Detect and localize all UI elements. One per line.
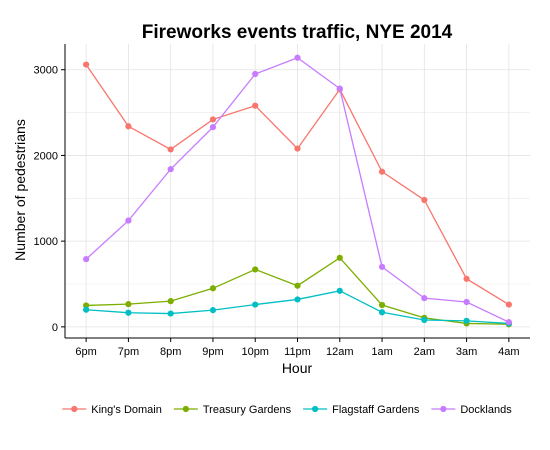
data-point-treasury-gardens [294,283,300,289]
data-point-flagstaff-gardens [168,310,174,316]
data-point-treasury-gardens [379,302,385,308]
legend-label: King's Domain [91,404,162,416]
data-point-docklands [125,217,131,223]
data-point-docklands [168,166,174,172]
x-tick-label: 11pm [284,346,311,358]
data-point-docklands [83,256,89,262]
legend-item-king-s-domain: King's Domain [62,404,162,416]
data-point-flagstaff-gardens [379,309,385,315]
y-axis-label: Number of pedestrians [12,119,28,261]
data-point-docklands [421,295,427,301]
data-point-flagstaff-gardens [252,301,258,307]
legend-key-marker [183,406,189,412]
data-point-king-s-domain [125,123,131,129]
data-point-king-s-domain [83,61,89,67]
data-point-king-s-domain [210,116,216,122]
data-point-king-s-domain [421,197,427,203]
x-tick-label: 10pm [241,346,269,358]
data-point-treasury-gardens [125,301,131,307]
chart-title: Fireworks events traffic, NYE 2014 [142,22,453,43]
data-point-treasury-gardens [252,266,258,272]
x-tick-label: 8pm [160,346,181,358]
data-point-flagstaff-gardens [83,307,89,313]
data-point-king-s-domain [252,103,258,109]
legend-key-marker [312,406,318,412]
data-point-king-s-domain [168,146,174,152]
y-tick-label: 1000 [34,236,58,248]
y-tick-label: 0 [52,322,58,334]
legend-label: Flagstaff Gardens [332,404,420,416]
y-tick-label: 2000 [34,150,58,162]
data-point-flagstaff-gardens [294,296,300,302]
grid [65,44,530,338]
data-point-flagstaff-gardens [421,317,427,323]
x-tick-label: 6pm [75,346,96,358]
legend-key-marker [71,406,77,412]
data-point-flagstaff-gardens [337,288,343,294]
x-tick-label: 1am [371,346,392,358]
data-point-docklands [252,71,258,77]
data-point-treasury-gardens [337,255,343,261]
data-point-docklands [210,124,216,130]
x-tick-label: 3am [456,346,477,358]
x-tick-label: 4am [498,346,519,358]
data-point-docklands [379,264,385,270]
data-point-flagstaff-gardens [463,318,469,324]
data-point-docklands [463,299,469,305]
legend-label: Docklands [460,404,512,416]
data-point-docklands [506,319,512,325]
legend-item-treasury-gardens: Treasury Gardens [174,404,292,416]
legend-label: Treasury Gardens [203,404,292,416]
data-point-flagstaff-gardens [210,307,216,313]
data-point-king-s-domain [379,169,385,175]
data-point-king-s-domain [294,145,300,151]
data-point-docklands [337,85,343,91]
data-point-king-s-domain [463,276,469,282]
legend-item-docklands: Docklands [431,404,512,416]
y-tick-label: 3000 [34,65,58,77]
legend-item-flagstaff-gardens: Flagstaff Gardens [303,404,420,416]
x-tick-label: 7pm [118,346,139,358]
x-tick-label: 12am [326,346,354,358]
x-tick-label: 9pm [202,346,223,358]
x-tick-label: 2am [414,346,435,358]
x-axis-label: Hour [282,360,313,376]
data-point-king-s-domain [506,301,512,307]
data-point-treasury-gardens [210,285,216,291]
data-point-flagstaff-gardens [125,310,131,316]
legend-key-marker [440,406,446,412]
data-point-docklands [294,55,300,61]
legend: King's Domain Treasury Gardens Flagstaff G… [62,404,512,416]
data-point-treasury-gardens [168,298,174,304]
